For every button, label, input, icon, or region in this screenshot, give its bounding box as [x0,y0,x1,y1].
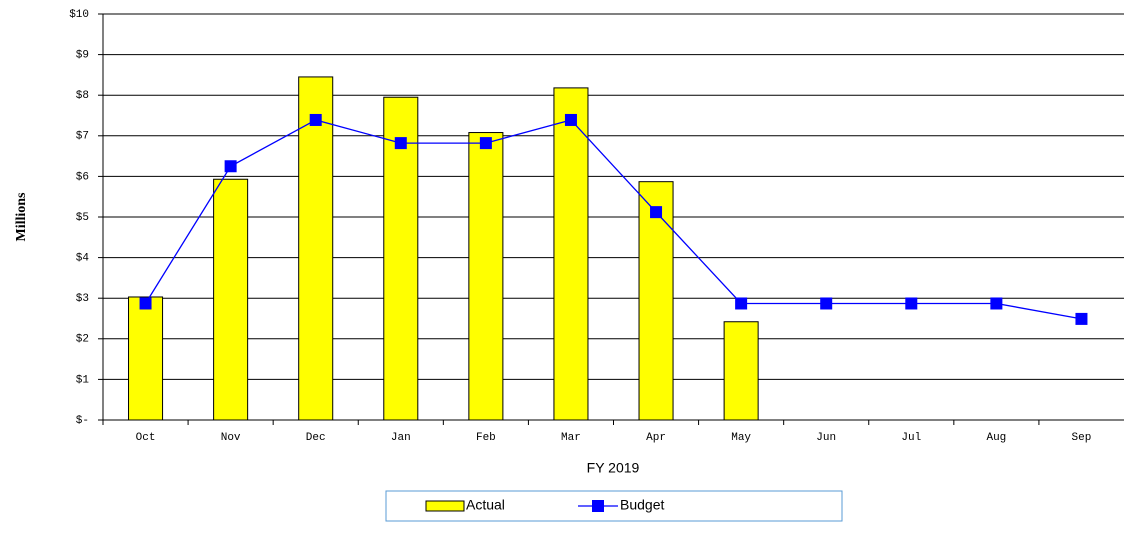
x-tick-label: Apr [646,432,666,444]
x-tick-label: Mar [561,432,581,444]
marker [990,297,1003,310]
line [144,119,1082,320]
bar [128,296,164,421]
y-tick-label: $3 [76,293,89,305]
marker [309,113,322,126]
bar [723,321,759,421]
bar [383,96,419,421]
y-tick-label: $5 [76,212,89,224]
x-tick-label: Nov [221,432,241,444]
y-tick-label: $6 [76,171,89,183]
y-tick-label: $- [76,415,89,427]
x-tick-label: Jan [391,432,411,444]
bar [298,76,334,421]
legend-label: Actual [466,497,505,513]
marker [820,297,833,310]
y-axis-label: Millions [14,192,29,242]
marker [139,297,152,310]
x-tick-label: Jun [816,432,836,444]
bar [213,178,249,421]
legend-swatch [592,500,604,512]
x-axis-label: FY 2019 [587,460,640,476]
marker [735,297,748,310]
x-tick-label: Aug [986,432,1006,444]
marker [905,297,918,310]
y-tick-label: $9 [76,50,89,62]
x-tick-label: Sep [1072,432,1092,444]
marker [564,113,577,126]
legend-swatch [425,500,465,512]
bar [553,87,589,421]
y-tick-label: $4 [76,253,90,265]
x-tick-label: Dec [306,432,326,444]
bar [638,181,674,421]
bar [468,132,504,421]
y-tick-label: $1 [76,374,90,386]
y-tick-label: $7 [76,131,89,143]
marker [650,206,663,219]
marker [224,160,237,173]
legend-label: Budget [620,497,664,513]
x-tick-label: May [731,432,751,444]
x-tick-label: Jul [901,432,921,444]
marker [1075,312,1088,325]
marker [479,137,492,150]
y-tick-label: $8 [76,90,89,102]
x-tick-label: Oct [136,432,156,444]
x-tick-label: Feb [476,432,496,444]
y-tick-label: $10 [69,9,89,21]
marker [394,137,407,150]
y-tick-label: $2 [76,334,89,346]
